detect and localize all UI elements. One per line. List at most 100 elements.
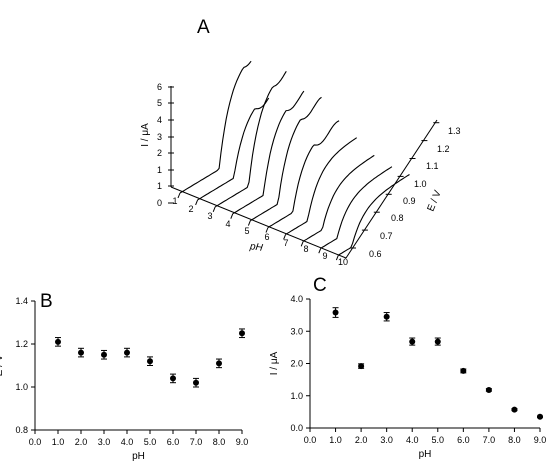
- current-tick-label: 6: [157, 82, 162, 92]
- ph-tick-label: 1: [172, 196, 177, 206]
- ph-tick-mark: [195, 199, 199, 206]
- panel-b-data-point: [170, 375, 176, 382]
- panel-c-x-tick-label: 3.0: [380, 435, 393, 445]
- panel-b-x-tick-label: 3.0: [98, 437, 111, 447]
- panel-b-data-point: [101, 351, 107, 358]
- ph-axis-label: pH: [248, 241, 264, 254]
- panel-b-x-tick-label: 0.0: [29, 437, 42, 447]
- ph-tick-mark: [247, 220, 251, 226]
- panel-b-data-point: [216, 360, 222, 367]
- voltammogram-curve: [214, 71, 287, 208]
- panel-c-x-tick-label: 1.0: [329, 435, 342, 445]
- panel-c-y-tick-label: 0.0: [290, 423, 303, 433]
- panel-c-data-point: [409, 338, 416, 345]
- ph-tick-label: 3: [207, 211, 212, 221]
- ph-tick-label: 10: [338, 257, 348, 267]
- panel-b-x-tick-label: 8.0: [213, 437, 226, 447]
- panel-c-x-tick-label: 0.0: [304, 435, 317, 445]
- panel-b-x-tick-label: 2.0: [75, 437, 88, 447]
- panel-b-data-point: [239, 330, 245, 337]
- voltammogram-curve: [197, 97, 270, 201]
- panel-c-data-point: [383, 313, 390, 320]
- ph-tick-mark: [318, 248, 322, 254]
- ph-tick-mark: [177, 192, 181, 199]
- panel-b-data-point: [78, 349, 84, 356]
- panel-c-y-tick-label: 2.0: [290, 359, 303, 369]
- panel-b-data-point: [147, 358, 153, 365]
- panel-c-current-vs-ph: 0.0 1.0 2.0 3.0 4.0 5.0 6.0 7.0 8.0 9.0 0.0 1.0 2.0 3…: [269, 294, 546, 460]
- ph-tick-label: 2: [188, 204, 193, 214]
- panel-c-data-point: [485, 386, 492, 393]
- potential-axis-label: E / V: [426, 189, 444, 214]
- panel-c-data-point: [332, 309, 339, 316]
- voltammogram-curve: [302, 154, 375, 242]
- potential-axis-line: [345, 119, 438, 259]
- ph-tick-label: 5: [244, 226, 249, 236]
- panel-c-data-point: [460, 367, 467, 374]
- panel-c-x-axis-label: pH: [419, 449, 432, 460]
- panel-b-x-tick-label: 4.0: [121, 437, 134, 447]
- ph-tick-label: 8: [303, 244, 308, 254]
- potential-tick-label: 1.2: [437, 144, 450, 154]
- panel-b-x-tick-label: 6.0: [167, 437, 180, 447]
- current-tick-label: 0: [157, 198, 162, 208]
- panel-b-letter: B: [40, 291, 53, 312]
- panel-b-x-tick-label: 1.0: [52, 437, 65, 447]
- panel-c-x-tick-label: 7.0: [483, 435, 496, 445]
- potential-tick-label: 0.8: [391, 213, 404, 223]
- panel-c-x-tick-label: 6.0: [457, 435, 470, 445]
- panel-b-y-tick-label: 1.4: [15, 296, 28, 306]
- voltammogram-curve: [232, 90, 305, 215]
- panel-b-data-point: [193, 379, 199, 386]
- ph-tick-label: 4: [225, 219, 230, 229]
- panel-b-x-tick-label: 5.0: [144, 437, 157, 447]
- ph-tick-mark: [230, 213, 234, 219]
- potential-tick-label: 1.1: [426, 161, 439, 171]
- potential-tick-label: 0.9: [403, 196, 416, 206]
- panel-a-letter: A: [197, 17, 210, 38]
- voltammogram-curve: [179, 60, 252, 194]
- voltammogram-curve: [250, 96, 322, 222]
- panel-c-letter: C: [313, 275, 327, 296]
- panel-b-x-tick-label: 9.0: [236, 437, 249, 447]
- current-axis-label: I / μA: [140, 123, 151, 147]
- panel-c-data-point: [358, 363, 365, 370]
- panel-c-y-axis-label: I / μA: [269, 351, 280, 375]
- ph-tick-mark: [300, 241, 304, 247]
- current-tick-label: 5: [157, 98, 162, 108]
- panel-b-y-tick-label: 1.0: [15, 382, 28, 392]
- voltammogram-curve: [267, 120, 340, 228]
- current-tick-label: 4: [157, 115, 162, 125]
- panel-b-x-axis-label: pH: [132, 451, 145, 462]
- ph-tick-mark: [212, 206, 216, 212]
- ph-tick-mark: [265, 227, 269, 233]
- current-tick-label: 3: [157, 132, 162, 142]
- panel-c-x-tick-label: 5.0: [432, 435, 445, 445]
- panel-c-data-point: [537, 413, 543, 420]
- panel-c-y-tick-label: 3.0: [290, 326, 303, 336]
- panel-b-y-axis-label: E / V: [0, 354, 5, 376]
- current-tick-label: 2: [157, 148, 162, 158]
- panel-b-x-tick-label: 7.0: [190, 437, 203, 447]
- panel-b-y-tick-label: 1.2: [15, 339, 28, 349]
- current-tick-label: 1: [157, 181, 162, 191]
- potential-tick-label: 0.6: [369, 249, 382, 259]
- panel-c-y-tick-label: 4.0: [290, 294, 303, 304]
- panel-c-x-tick-label: 2.0: [355, 435, 368, 445]
- potential-tick-label: 1.3: [448, 126, 461, 136]
- panel-c-data-point: [434, 338, 441, 345]
- voltammogram-curve: [320, 166, 393, 249]
- panel-b-data-point: [55, 338, 61, 345]
- ph-tick-label: 7: [283, 238, 288, 248]
- voltammogram-curve: [285, 137, 358, 235]
- ph-tick-mark: [335, 254, 339, 261]
- panel-c-x-tick-label: 8.0: [508, 435, 521, 445]
- voltammogram-curve: [338, 174, 410, 256]
- potential-tick-label: 0.7: [380, 231, 393, 241]
- ph-tick-mark: [283, 234, 287, 240]
- current-tick-label: 1: [157, 165, 162, 175]
- ph-tick-label: 6: [264, 232, 269, 242]
- panel-c-x-tick-label: 9.0: [534, 435, 547, 445]
